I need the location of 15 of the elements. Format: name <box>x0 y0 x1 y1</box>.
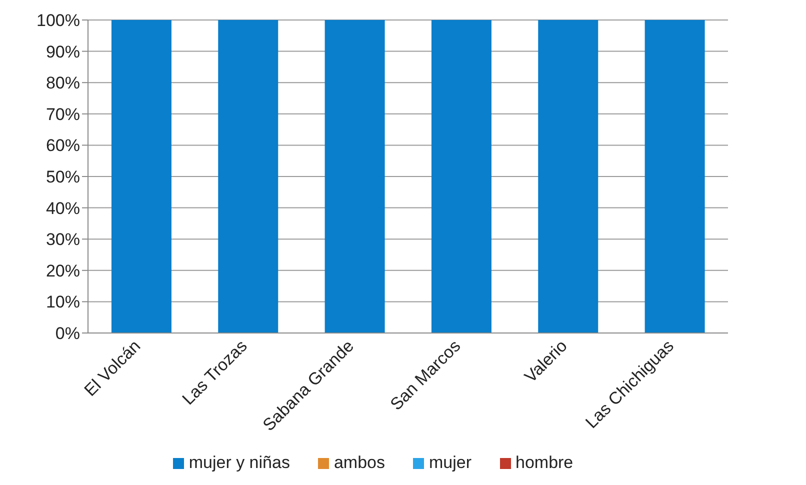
y-tick-label: 0% <box>55 324 80 344</box>
legend-label: ambos <box>334 453 385 473</box>
y-tick-label: 90% <box>46 42 80 62</box>
y-tick-label: 60% <box>46 136 80 156</box>
legend-label: mujer <box>428 453 472 473</box>
y-tick-label: 40% <box>46 198 80 218</box>
y-tick-label: 20% <box>46 261 80 280</box>
legend-label: mujer y niñas <box>188 453 290 473</box>
y-tick-label: 100% <box>36 11 80 30</box>
y-tick-label: 10% <box>46 292 80 312</box>
y-tick-label: 30% <box>46 230 80 250</box>
y-tick-label: 70% <box>46 104 80 124</box>
y-tick-label: 50% <box>46 168 80 187</box>
legend-label: hombre <box>516 453 574 473</box>
y-tick-label: 80% <box>46 74 80 93</box>
